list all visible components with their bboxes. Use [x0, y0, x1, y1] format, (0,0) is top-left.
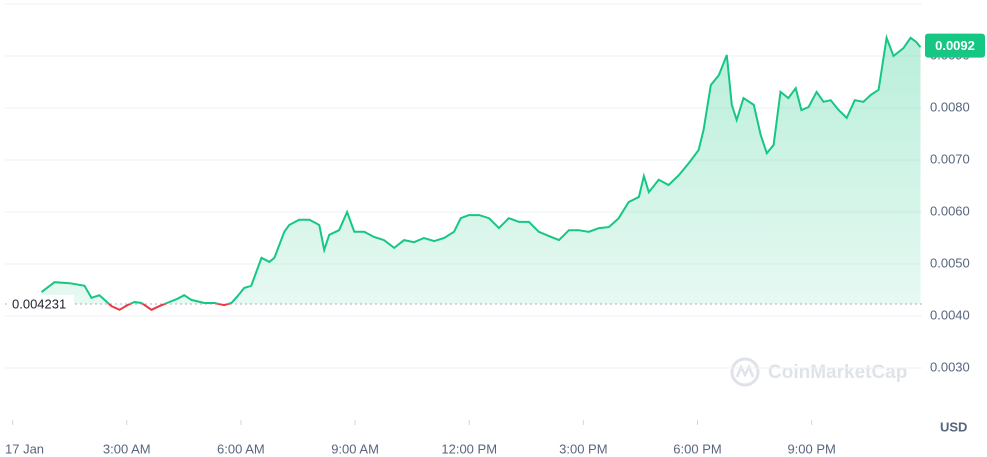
reference-label-bg	[8, 294, 74, 313]
area	[41, 37, 921, 304]
x-tick-label: 3:00 AM	[103, 441, 151, 456]
y-tick-label: 0.0080	[930, 99, 970, 114]
x-tick-label: 3:00 PM	[559, 441, 607, 456]
watermark-text: CoinMarketCap	[768, 362, 907, 383]
unit-label: USD	[940, 419, 967, 434]
price-line	[40, 33, 922, 304]
watermark: CoinMarketCap	[730, 357, 907, 387]
y-tick-label: 0.0040	[930, 307, 970, 322]
x-tick-label: 9:00 PM	[787, 441, 835, 456]
x-tick-label: 6:00 AM	[217, 441, 265, 456]
x-tick-label: 12:00 PM	[441, 441, 497, 456]
y-tick-label: 0.0030	[930, 359, 970, 374]
x-tick-label: 6:00 PM	[673, 441, 721, 456]
x-tick-label: 17 Jan	[5, 441, 44, 456]
y-tick-label: 0.0050	[930, 255, 970, 270]
current-price-label: 0.0092	[935, 38, 975, 53]
x-tick-label: 9:00 AM	[331, 441, 379, 456]
reference-label: 0.004231	[12, 296, 66, 311]
y-tick-label: 0.0070	[930, 151, 970, 166]
y-tick-label: 0.0060	[930, 203, 970, 218]
current-price-badge	[925, 33, 985, 58]
